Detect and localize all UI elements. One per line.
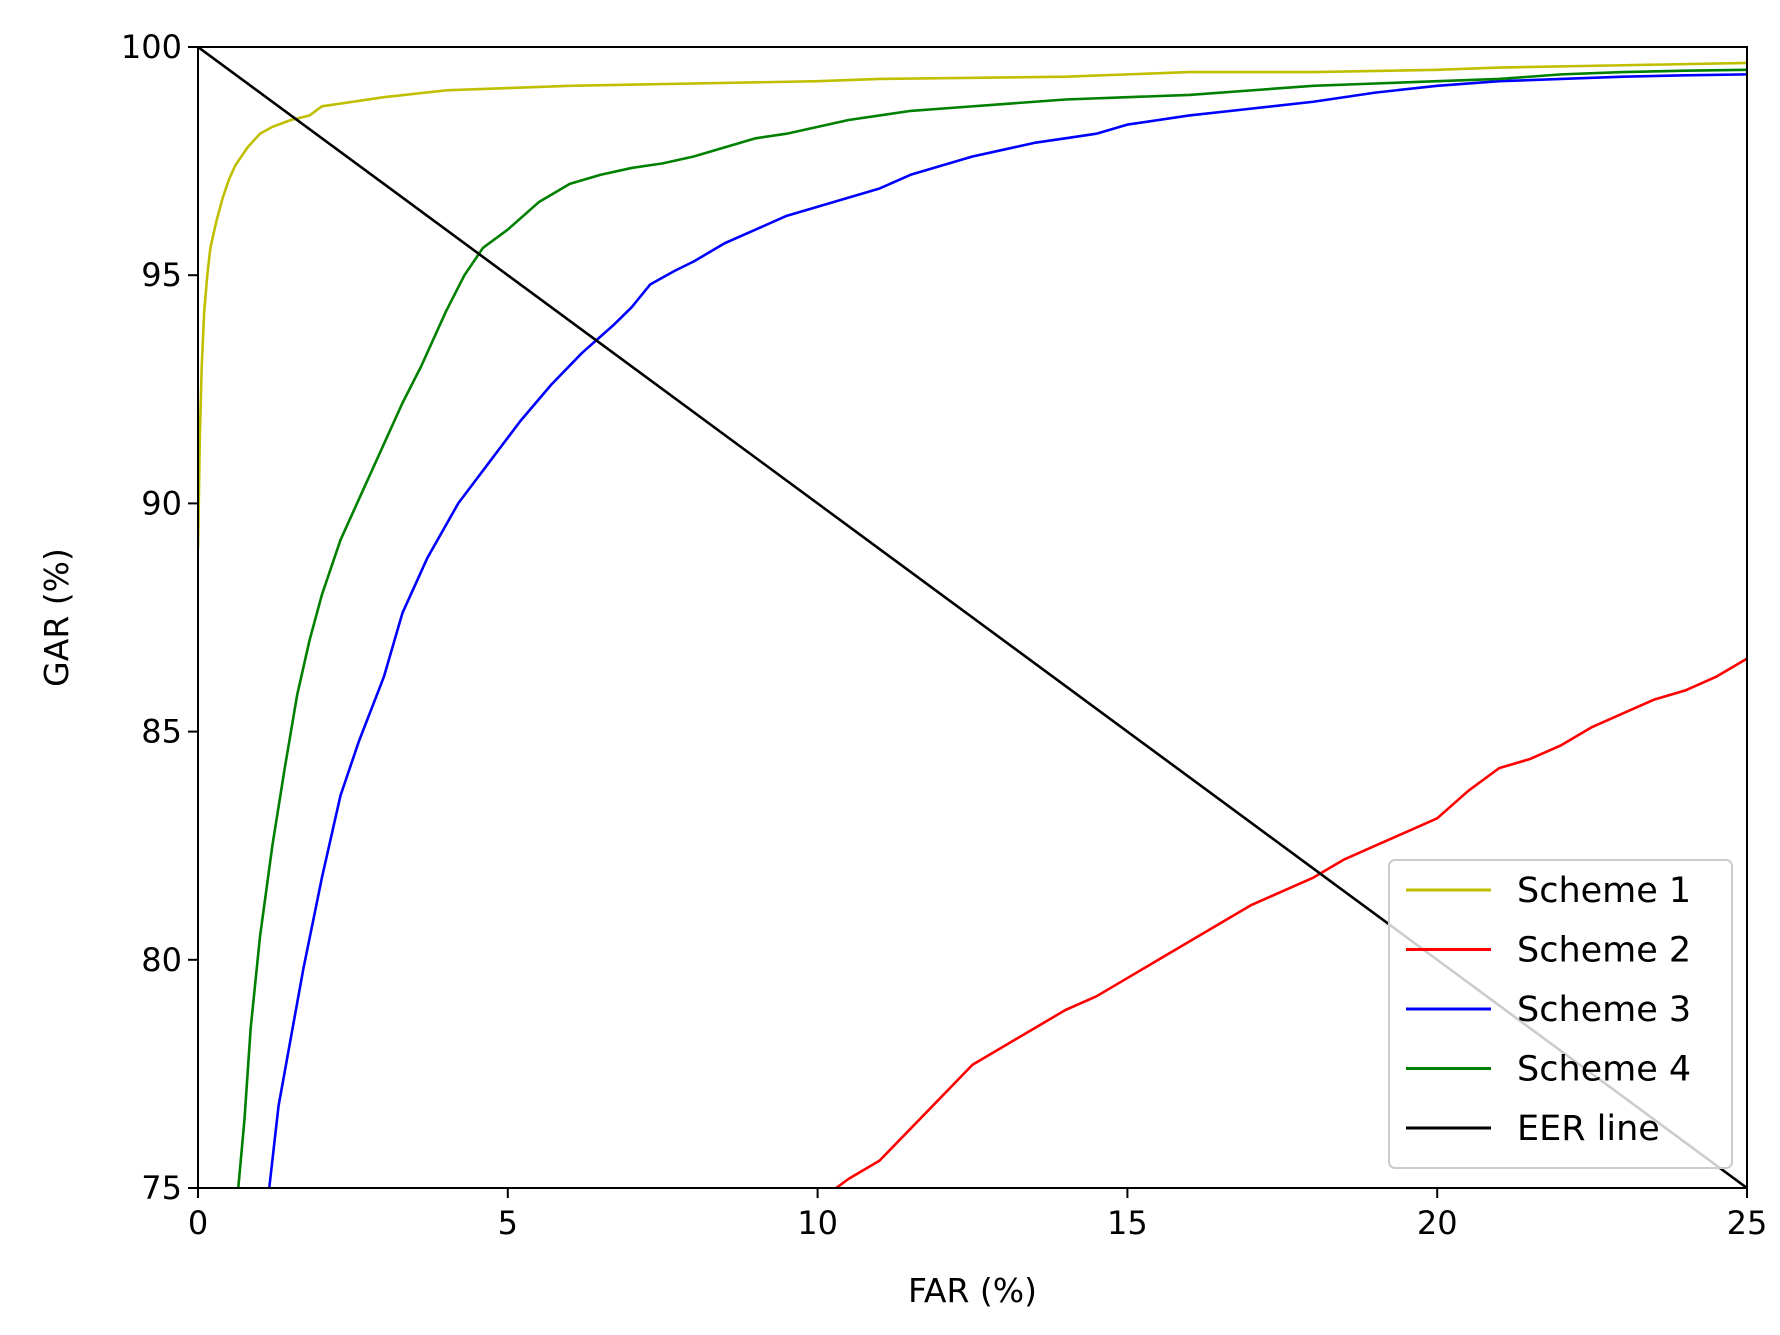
series-line-scheme-3 <box>267 73 1747 1188</box>
x-tick-label: 25 <box>1727 1204 1768 1242</box>
x-tick-label: 5 <box>498 1204 518 1242</box>
y-tick-label: 100 <box>121 28 182 66</box>
x-tick-label: 10 <box>797 1204 838 1242</box>
legend-box <box>1388 859 1733 1169</box>
series-layer <box>198 47 1747 1188</box>
legend-label: Scheme 4 <box>1517 1050 1691 1090</box>
y-tick-label: 85 <box>141 713 182 751</box>
y-axis-title: GAR (%) <box>37 548 76 687</box>
legend: Scheme 1 Scheme 2 Scheme 3 Scheme 4 EER line <box>1388 859 1733 1169</box>
series-line-scheme-2 <box>833 657 1747 1188</box>
y-tick-label: 75 <box>141 1169 182 1207</box>
x-tick-label: 20 <box>1417 1204 1458 1242</box>
legend-label: EER line <box>1517 1109 1660 1149</box>
x-tick-label: 0 <box>188 1204 208 1242</box>
y-tick-label: 90 <box>141 484 182 522</box>
legend-label: Scheme 2 <box>1517 931 1691 971</box>
series-line-scheme-4 <box>236 68 1747 1188</box>
y-tick-label: 80 <box>141 941 182 979</box>
x-tick-label: 15 <box>1107 1204 1148 1242</box>
series-line-scheme-1 <box>198 61 1747 550</box>
legend-label: Scheme 3 <box>1517 990 1691 1030</box>
x-axis-title: FAR (%) <box>908 1271 1037 1310</box>
legend-label: Scheme 1 <box>1517 871 1691 911</box>
plot-area-frame <box>197 46 1748 1189</box>
x-axis: 0 5 10 15 20 25 <box>188 1188 1768 1242</box>
y-tick-label: 95 <box>141 256 182 294</box>
y-axis: 75 80 85 90 95 100 <box>121 28 198 1207</box>
